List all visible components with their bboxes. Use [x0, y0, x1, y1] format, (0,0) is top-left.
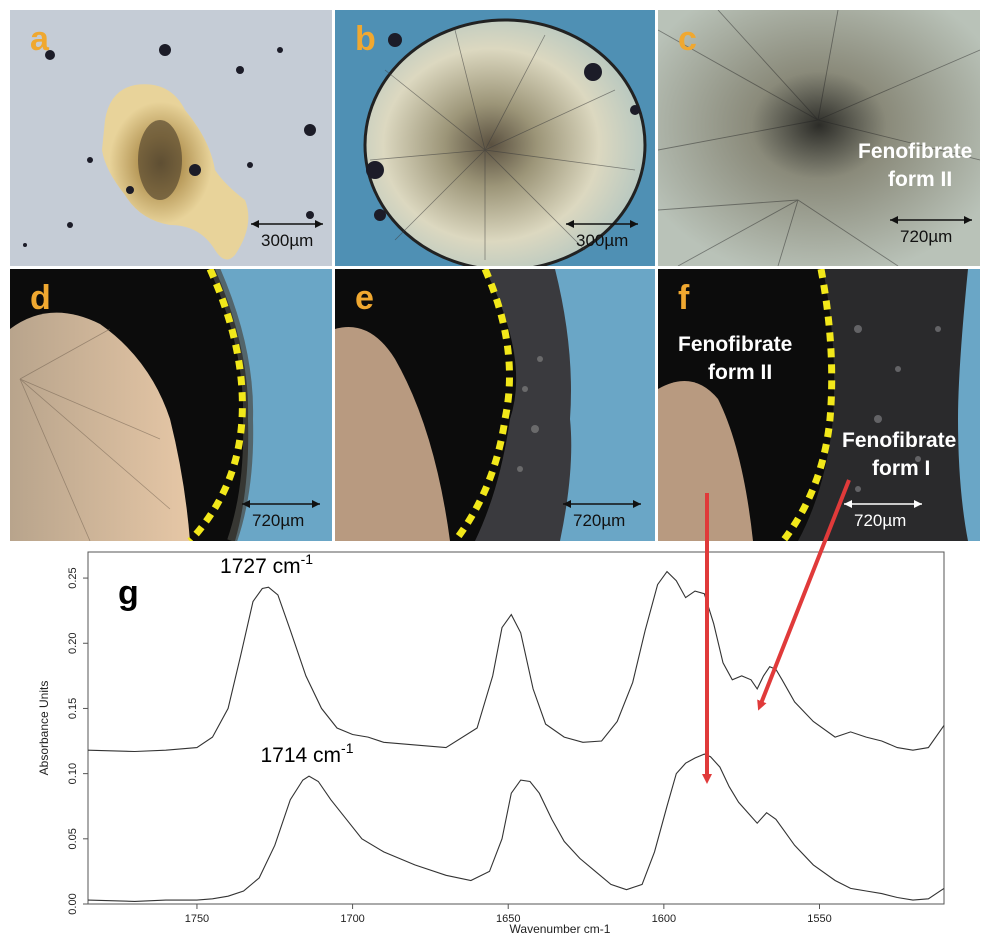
y-axis: 0.00 0.05 0.10 0.15 0.20 0.25: [67, 567, 88, 915]
micrograph-panel-d: d 720µm: [10, 269, 332, 541]
x-tick-label: 1750: [185, 913, 209, 925]
scale-bar-d-label: 720µm: [252, 511, 305, 530]
peak-annotation-2: 1714 cm-1: [261, 740, 354, 767]
scale-bar-e: 720µm: [559, 497, 645, 530]
peak-annotation-superscript: -1: [301, 551, 314, 567]
x-tick-label: 1700: [340, 913, 364, 925]
y-tick-label: 0.05: [67, 828, 79, 849]
annotation-c-line2: form II: [888, 168, 953, 191]
panel-label-b: b: [355, 20, 376, 58]
panel-label-a: a: [30, 20, 49, 58]
y-tick-label: 0.15: [67, 698, 79, 719]
x-tick-label: 1650: [496, 913, 520, 925]
annotation-f-right-line1: Fenofibrate: [842, 429, 957, 452]
x-axis: 1750 1700 1650 1600 1550: [185, 904, 832, 925]
panel-label-c: c: [678, 20, 697, 58]
micrograph-c-image: [658, 10, 980, 266]
series-layer: [87, 570, 945, 902]
micrograph-panel-a: a 300µm: [10, 10, 332, 266]
spectrum-series-2: [87, 753, 945, 902]
scale-bar-f-label: 720µm: [854, 511, 907, 530]
micrograph-d-image: [10, 269, 332, 541]
scale-bar-d: 720µm: [238, 497, 324, 530]
chart-panel-label: g: [118, 574, 139, 612]
micrograph-f-image: [658, 269, 980, 541]
scale-bar-b-label: 300µm: [576, 231, 629, 250]
micrograph-panel-e: e 720µm: [335, 269, 655, 541]
panel-label-d: d: [30, 279, 51, 317]
scale-bar-e-label: 720µm: [573, 511, 626, 530]
micrograph-panel-b: b 300µm: [335, 10, 655, 266]
annotation-layer: 1727 cm-1 1714 cm-1: [220, 551, 354, 767]
panel-label-f: f: [678, 279, 690, 317]
micrograph-panel-c: c Fenofibrate form II 720µm: [658, 10, 980, 266]
micrograph-e-image: [335, 269, 655, 541]
scale-bar-c: 720µm: [886, 213, 976, 246]
annotation-fenofibrate-form-i-f: Fenofibrate form I: [842, 427, 956, 483]
y-tick-label: 0.25: [67, 567, 79, 588]
scale-bar-c-label: 720µm: [900, 227, 953, 246]
scale-bar-a: 300µm: [247, 217, 327, 250]
annotation-fenofibrate-form-ii-c: Fenofibrate form II: [858, 138, 972, 194]
boundary-line-d: [187, 269, 246, 541]
peak-annotation-1: 1727 cm-1: [220, 551, 313, 578]
x-axis-title: Wavenumber cm-1: [510, 922, 611, 936]
x-tick-label: 1600: [652, 913, 676, 925]
scale-bar-b: 300µm: [562, 217, 642, 250]
micrograph-a-image: [10, 10, 332, 266]
annotation-c-line1: Fenofibrate: [858, 140, 973, 163]
scale-bar-a-label: 300µm: [261, 231, 314, 250]
annotation-f-right-line2: form I: [872, 457, 931, 480]
annotation-f-left-line2: form II: [708, 361, 773, 384]
micrograph-panel-f: f Fenofibrate form II Fenofibrate form I…: [658, 269, 980, 541]
peak-annotation-superscript: -1: [341, 740, 354, 756]
y-tick-label: 0.10: [67, 763, 79, 784]
annotation-fenofibrate-form-ii-f: Fenofibrate form II: [678, 331, 792, 387]
panel-label-e: e: [355, 279, 374, 317]
spectrum-series-1: [87, 570, 945, 753]
x-tick-label: 1550: [807, 913, 831, 925]
y-tick-label: 0.20: [67, 633, 79, 654]
plot-area: [87, 551, 945, 905]
annotation-f-left-line1: Fenofibrate: [678, 333, 793, 356]
scale-bar-f: 720µm: [840, 497, 926, 530]
boundary-line-e: [452, 269, 513, 541]
y-tick-label: 0.00: [67, 893, 79, 914]
y-axis-title: Absorbance Units: [37, 681, 51, 776]
